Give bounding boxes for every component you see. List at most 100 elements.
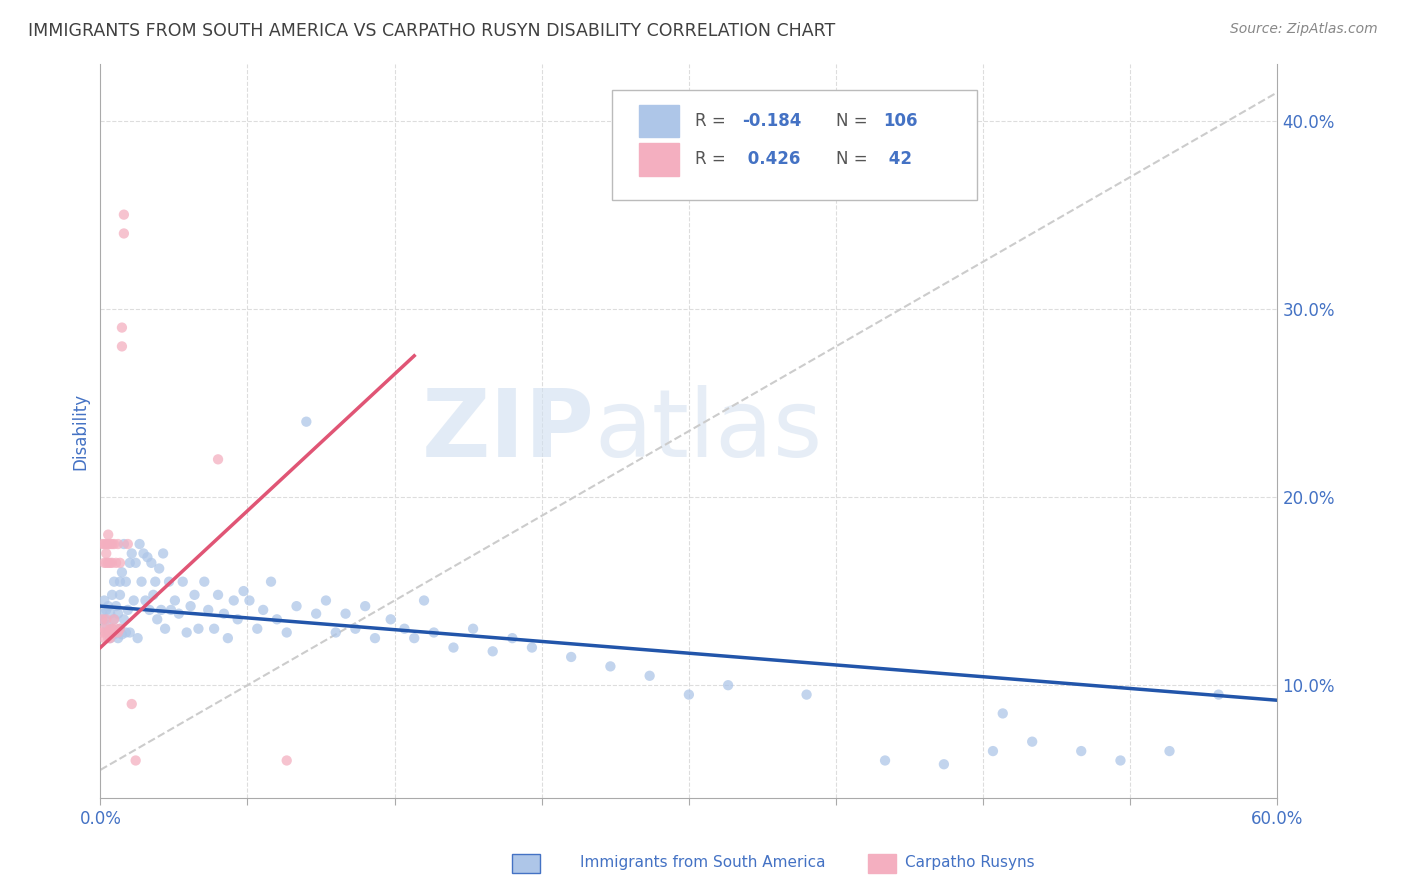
Text: N =: N = [837,151,873,169]
Point [121,546,143,560]
Point [108,556,131,570]
Point [108,588,131,602]
Point [97,599,120,614]
Point [932,757,955,772]
Point [111,320,134,334]
Point [103,625,125,640]
Text: ZIP: ZIP [422,385,595,477]
Point [91,537,114,551]
Point [105,622,128,636]
Point [105,625,128,640]
Point [108,622,131,636]
Point [93,556,115,570]
Point [97,631,120,645]
Point [98,537,121,551]
Point [132,546,155,560]
Point [96,625,118,640]
Point [295,415,318,429]
Point [501,631,523,645]
Point [111,566,134,580]
Point [167,607,190,621]
Point [128,537,150,551]
Point [413,593,436,607]
Text: 106: 106 [883,112,918,130]
Point [115,625,138,640]
Point [148,561,170,575]
Text: R =: R = [695,112,731,130]
Point [101,622,124,636]
Point [134,593,156,607]
Point [193,574,215,589]
Y-axis label: Disability: Disability [72,392,89,470]
Point [180,599,202,614]
Point [124,556,146,570]
Point [117,537,139,551]
Point [107,537,129,551]
Point [93,537,115,551]
Point [217,631,239,645]
Point [98,631,121,645]
Point [91,612,114,626]
Point [115,574,138,589]
Point [266,612,288,626]
FancyBboxPatch shape [640,105,679,137]
Point [117,603,139,617]
Point [97,527,120,541]
Point [96,612,118,626]
Point [138,603,160,617]
Point [260,574,283,589]
Point [121,697,143,711]
Text: R =: R = [695,151,731,169]
Point [105,599,128,614]
Text: 42: 42 [883,151,912,169]
Point [1021,734,1043,748]
Point [276,754,298,768]
Point [112,208,135,222]
FancyBboxPatch shape [613,90,977,200]
Point [111,627,134,641]
Point [152,546,174,560]
Point [96,546,118,560]
Point [423,625,446,640]
Point [276,625,298,640]
Point [172,574,194,589]
Point [176,625,198,640]
Point [93,593,115,607]
Point [103,627,125,641]
Point [103,612,125,626]
Point [107,631,129,645]
Point [197,603,219,617]
Point [96,537,118,551]
Point [207,452,229,467]
Point [404,631,426,645]
Point [107,607,129,621]
Point [143,574,166,589]
Point [232,584,254,599]
Point [127,631,149,645]
Point [222,593,245,607]
Point [1109,754,1132,768]
Point [560,650,582,665]
Point [443,640,465,655]
Text: -0.184: -0.184 [742,112,801,130]
Text: 0.426: 0.426 [742,151,800,169]
Point [1208,688,1230,702]
Point [91,607,114,621]
Point [107,625,129,640]
Point [105,556,128,570]
Point [97,556,120,570]
Point [118,625,141,640]
Point [252,603,274,617]
Point [101,556,124,570]
Point [112,537,135,551]
Point [364,631,387,645]
Point [354,599,377,614]
Point [98,556,121,570]
Point [160,603,183,617]
Point [153,622,176,636]
Point [112,227,135,241]
Point [101,537,124,551]
Point [93,622,115,636]
Point [380,612,402,626]
Point [98,622,121,636]
